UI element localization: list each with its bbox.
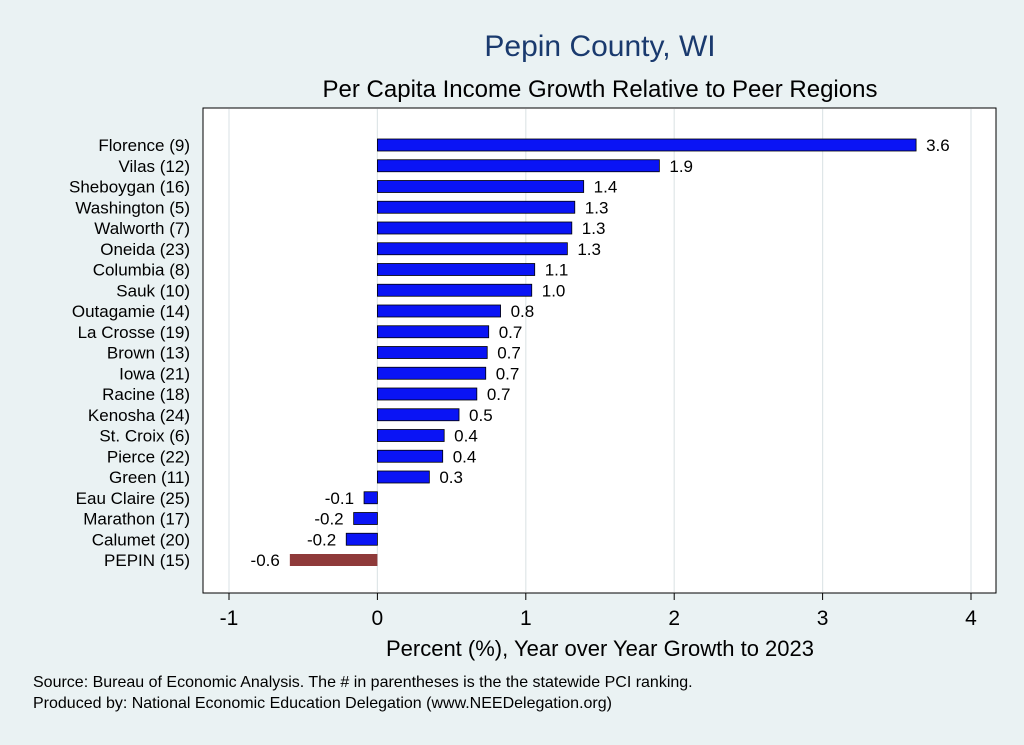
- category-label: Walworth (7): [94, 219, 190, 238]
- footer-source: Source: Bureau of Economic Analysis. The…: [33, 674, 693, 691]
- bar-3: [376, 200, 576, 214]
- category-label: Marathon (17): [83, 510, 190, 529]
- category-label: Racine (18): [102, 385, 190, 404]
- value-label: -0.1: [325, 489, 354, 508]
- value-label: 0.7: [497, 344, 521, 363]
- footer-produced: Produced by: National Economic Education…: [33, 695, 612, 712]
- bars: [289, 138, 917, 566]
- bar-12: [376, 387, 478, 401]
- category-label: Pierce (22): [107, 447, 190, 466]
- category-label: Washington (5): [75, 198, 190, 217]
- category-label: Calumet (20): [92, 530, 190, 549]
- x-tick-label: 2: [668, 607, 680, 630]
- category-label: La Crosse (19): [78, 323, 190, 342]
- bar-18: [353, 512, 378, 525]
- chart-subtitle: Per Capita Income Growth Relative to Pee…: [323, 76, 878, 103]
- chart-title: Pepin County, WI: [484, 30, 715, 63]
- x-tick-label: -1: [220, 607, 239, 630]
- category-label: Green (11): [109, 468, 190, 487]
- category-label: Iowa (21): [119, 364, 190, 383]
- value-label: 1.3: [582, 219, 606, 238]
- x-axis: -1 0 1 2 3 4: [220, 593, 977, 630]
- value-label: 1.3: [577, 240, 601, 259]
- value-labels: 3.61.91.41.31.31.31.11.00.80.70.70.70.70…: [251, 136, 950, 570]
- bar-0: [376, 138, 917, 152]
- bar-9: [376, 325, 490, 339]
- bar-20: [289, 554, 378, 566]
- value-label: 1.4: [594, 178, 618, 197]
- value-label: 0.4: [454, 427, 478, 446]
- x-tick-label: 1: [520, 607, 532, 630]
- category-labels: Florence (9) Vilas (12) Sheboygan (16)Wash…: [69, 136, 190, 570]
- category-label: Florence (9): [98, 136, 190, 155]
- bar-19: [345, 532, 378, 546]
- value-label: 0.7: [487, 385, 511, 404]
- x-tick-label: 0: [372, 607, 384, 630]
- value-label: 1.1: [545, 261, 569, 280]
- bar-14: [376, 429, 445, 442]
- category-label: Sauk (10): [116, 281, 190, 300]
- bar-1: [376, 159, 660, 173]
- bar-11: [376, 366, 487, 380]
- bar-16: [376, 470, 430, 484]
- plot-area: [202, 107, 997, 594]
- bar-10: [376, 346, 488, 359]
- bar-13: [376, 408, 460, 422]
- category-label: Eau Claire (25): [76, 489, 190, 508]
- bar-4: [376, 221, 573, 235]
- category-label: Brown (13): [107, 344, 190, 363]
- value-label: 0.7: [496, 364, 520, 383]
- value-label: 3.6: [926, 136, 950, 155]
- value-label: 0.3: [439, 468, 463, 487]
- category-label: Sheboygan (16): [69, 178, 190, 197]
- bar-17: [363, 491, 378, 505]
- category-label: Outagamie (14): [72, 302, 190, 321]
- category-label: Columbia (8): [93, 261, 190, 280]
- value-label: 1.3: [585, 198, 609, 217]
- bar-7: [376, 283, 533, 297]
- value-label: 1.9: [669, 157, 693, 176]
- bar-8: [376, 304, 501, 318]
- category-label: Kenosha (24): [88, 406, 190, 425]
- value-label: -0.2: [314, 510, 343, 529]
- bar-6: [376, 263, 536, 276]
- value-label: 0.8: [511, 302, 535, 321]
- value-label: 0.7: [499, 323, 523, 342]
- value-label: 0.5: [469, 406, 493, 425]
- x-axis-title: Percent (%), Year over Year Growth to 20…: [386, 636, 814, 661]
- category-label: PEPIN (15): [104, 551, 190, 570]
- bar-2: [376, 180, 585, 193]
- value-label: 1.0: [542, 281, 566, 300]
- category-label: St. Croix (6): [99, 427, 190, 446]
- value-label: -0.2: [307, 530, 336, 549]
- category-label: Oneida (23): [100, 240, 190, 259]
- x-tick-label: 3: [817, 607, 829, 630]
- value-label: -0.6: [251, 551, 280, 570]
- x-tick-label: 4: [965, 607, 977, 630]
- bar-15: [376, 449, 444, 463]
- bar-5: [376, 242, 568, 256]
- category-label: Vilas (12): [119, 157, 191, 176]
- value-label: 0.4: [453, 447, 477, 466]
